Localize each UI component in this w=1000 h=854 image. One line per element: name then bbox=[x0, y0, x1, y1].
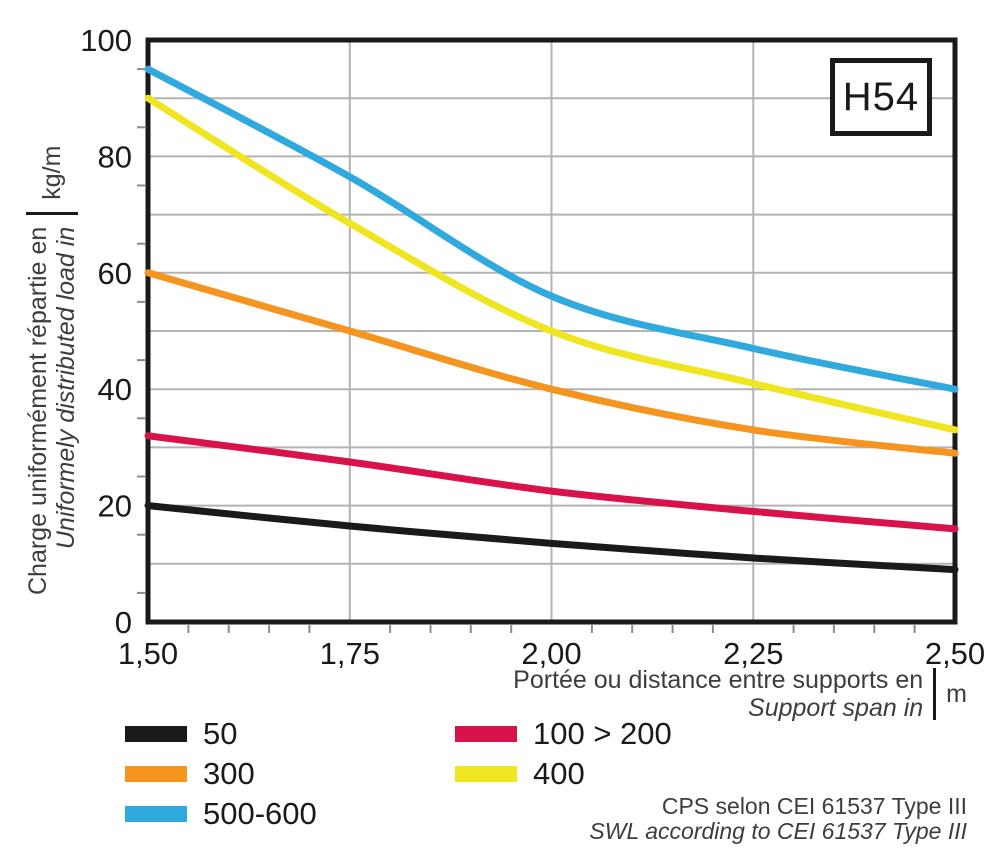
y-axis-title-fr: Charge uniformément répartie en bbox=[24, 226, 52, 595]
x-tick-labels: 1,50 1,75 2,00 2,25 2,50 bbox=[118, 636, 985, 671]
legend-swatch bbox=[125, 726, 187, 742]
y-axis-unit-divider bbox=[26, 211, 78, 215]
reference-code-label: H54 bbox=[842, 74, 920, 119]
x-tick-label: 2,00 bbox=[521, 636, 581, 671]
legend-label: 100 > 200 bbox=[533, 716, 672, 751]
y-tick-label: 80 bbox=[98, 139, 132, 174]
x-axis-unit-divider bbox=[933, 668, 937, 720]
y-tick-label: 20 bbox=[98, 489, 132, 524]
minor-ticks bbox=[137, 68, 916, 633]
x-axis-unit: m bbox=[946, 679, 967, 708]
load-curves bbox=[144, 65, 959, 574]
legend-label: 300 bbox=[203, 756, 255, 791]
standard-note-en: SWL according to CEI 61537 Type III bbox=[589, 818, 967, 844]
legend-swatch bbox=[125, 806, 187, 822]
legend-item-300: 300 bbox=[125, 754, 317, 794]
standard-note-fr: CPS selon CEI 61537 Type III bbox=[661, 793, 967, 819]
legend-label: 400 bbox=[533, 756, 585, 791]
legend-item-500-600: 500-600 bbox=[125, 794, 317, 834]
y-tick-label: 40 bbox=[98, 372, 132, 407]
legend-column-2: 100 > 200 400 bbox=[455, 714, 672, 794]
curve-300 bbox=[144, 269, 959, 457]
y-tick-label: 60 bbox=[98, 256, 132, 291]
legend-item-400: 400 bbox=[455, 754, 672, 794]
y-axis-title-en: Uniformely distributed load in bbox=[52, 226, 80, 550]
y-tick-label: 100 bbox=[80, 23, 132, 58]
curve-400 bbox=[144, 94, 959, 434]
legend-label: 500-600 bbox=[203, 796, 317, 831]
standard-note: CPS selon CEI 61537 Type III SWL accordi… bbox=[589, 794, 967, 844]
y-tick-label: 0 bbox=[115, 605, 132, 640]
legend-swatch bbox=[455, 766, 517, 782]
legend-swatch bbox=[455, 726, 517, 742]
y-axis-unit: kg/m bbox=[37, 145, 66, 200]
legend-label: 50 bbox=[203, 716, 238, 751]
curve-500-600 bbox=[144, 65, 959, 393]
reference-code-box: H54 bbox=[830, 58, 932, 136]
legend-column-1: 50 300 500-600 bbox=[125, 714, 317, 834]
y-axis-title-lines: Charge uniformément répartie en Uniforme… bbox=[24, 227, 80, 595]
x-tick-label: 2,50 bbox=[925, 636, 985, 671]
plot-frame bbox=[145, 37, 958, 625]
y-tick-labels: 0 20 40 60 80 100 bbox=[80, 23, 132, 640]
legend-swatch bbox=[125, 766, 187, 782]
x-axis-title-lines: Portée ou distance entre supports en Sup… bbox=[513, 666, 923, 722]
curve-100-200 bbox=[144, 432, 959, 533]
x-axis-title-fr: Portée ou distance entre supports en bbox=[513, 666, 924, 694]
x-tick-label: 1,75 bbox=[320, 636, 380, 671]
x-tick-label: 1,50 bbox=[118, 636, 178, 671]
curve-50 bbox=[144, 502, 959, 574]
legend-item-50: 50 bbox=[125, 714, 317, 754]
x-tick-label: 2,25 bbox=[723, 636, 783, 671]
x-axis-title: Portée ou distance entre supports en Sup… bbox=[513, 666, 967, 722]
x-axis-title-en: Support span in bbox=[748, 694, 924, 722]
legend-item-100-200: 100 > 200 bbox=[455, 714, 672, 754]
